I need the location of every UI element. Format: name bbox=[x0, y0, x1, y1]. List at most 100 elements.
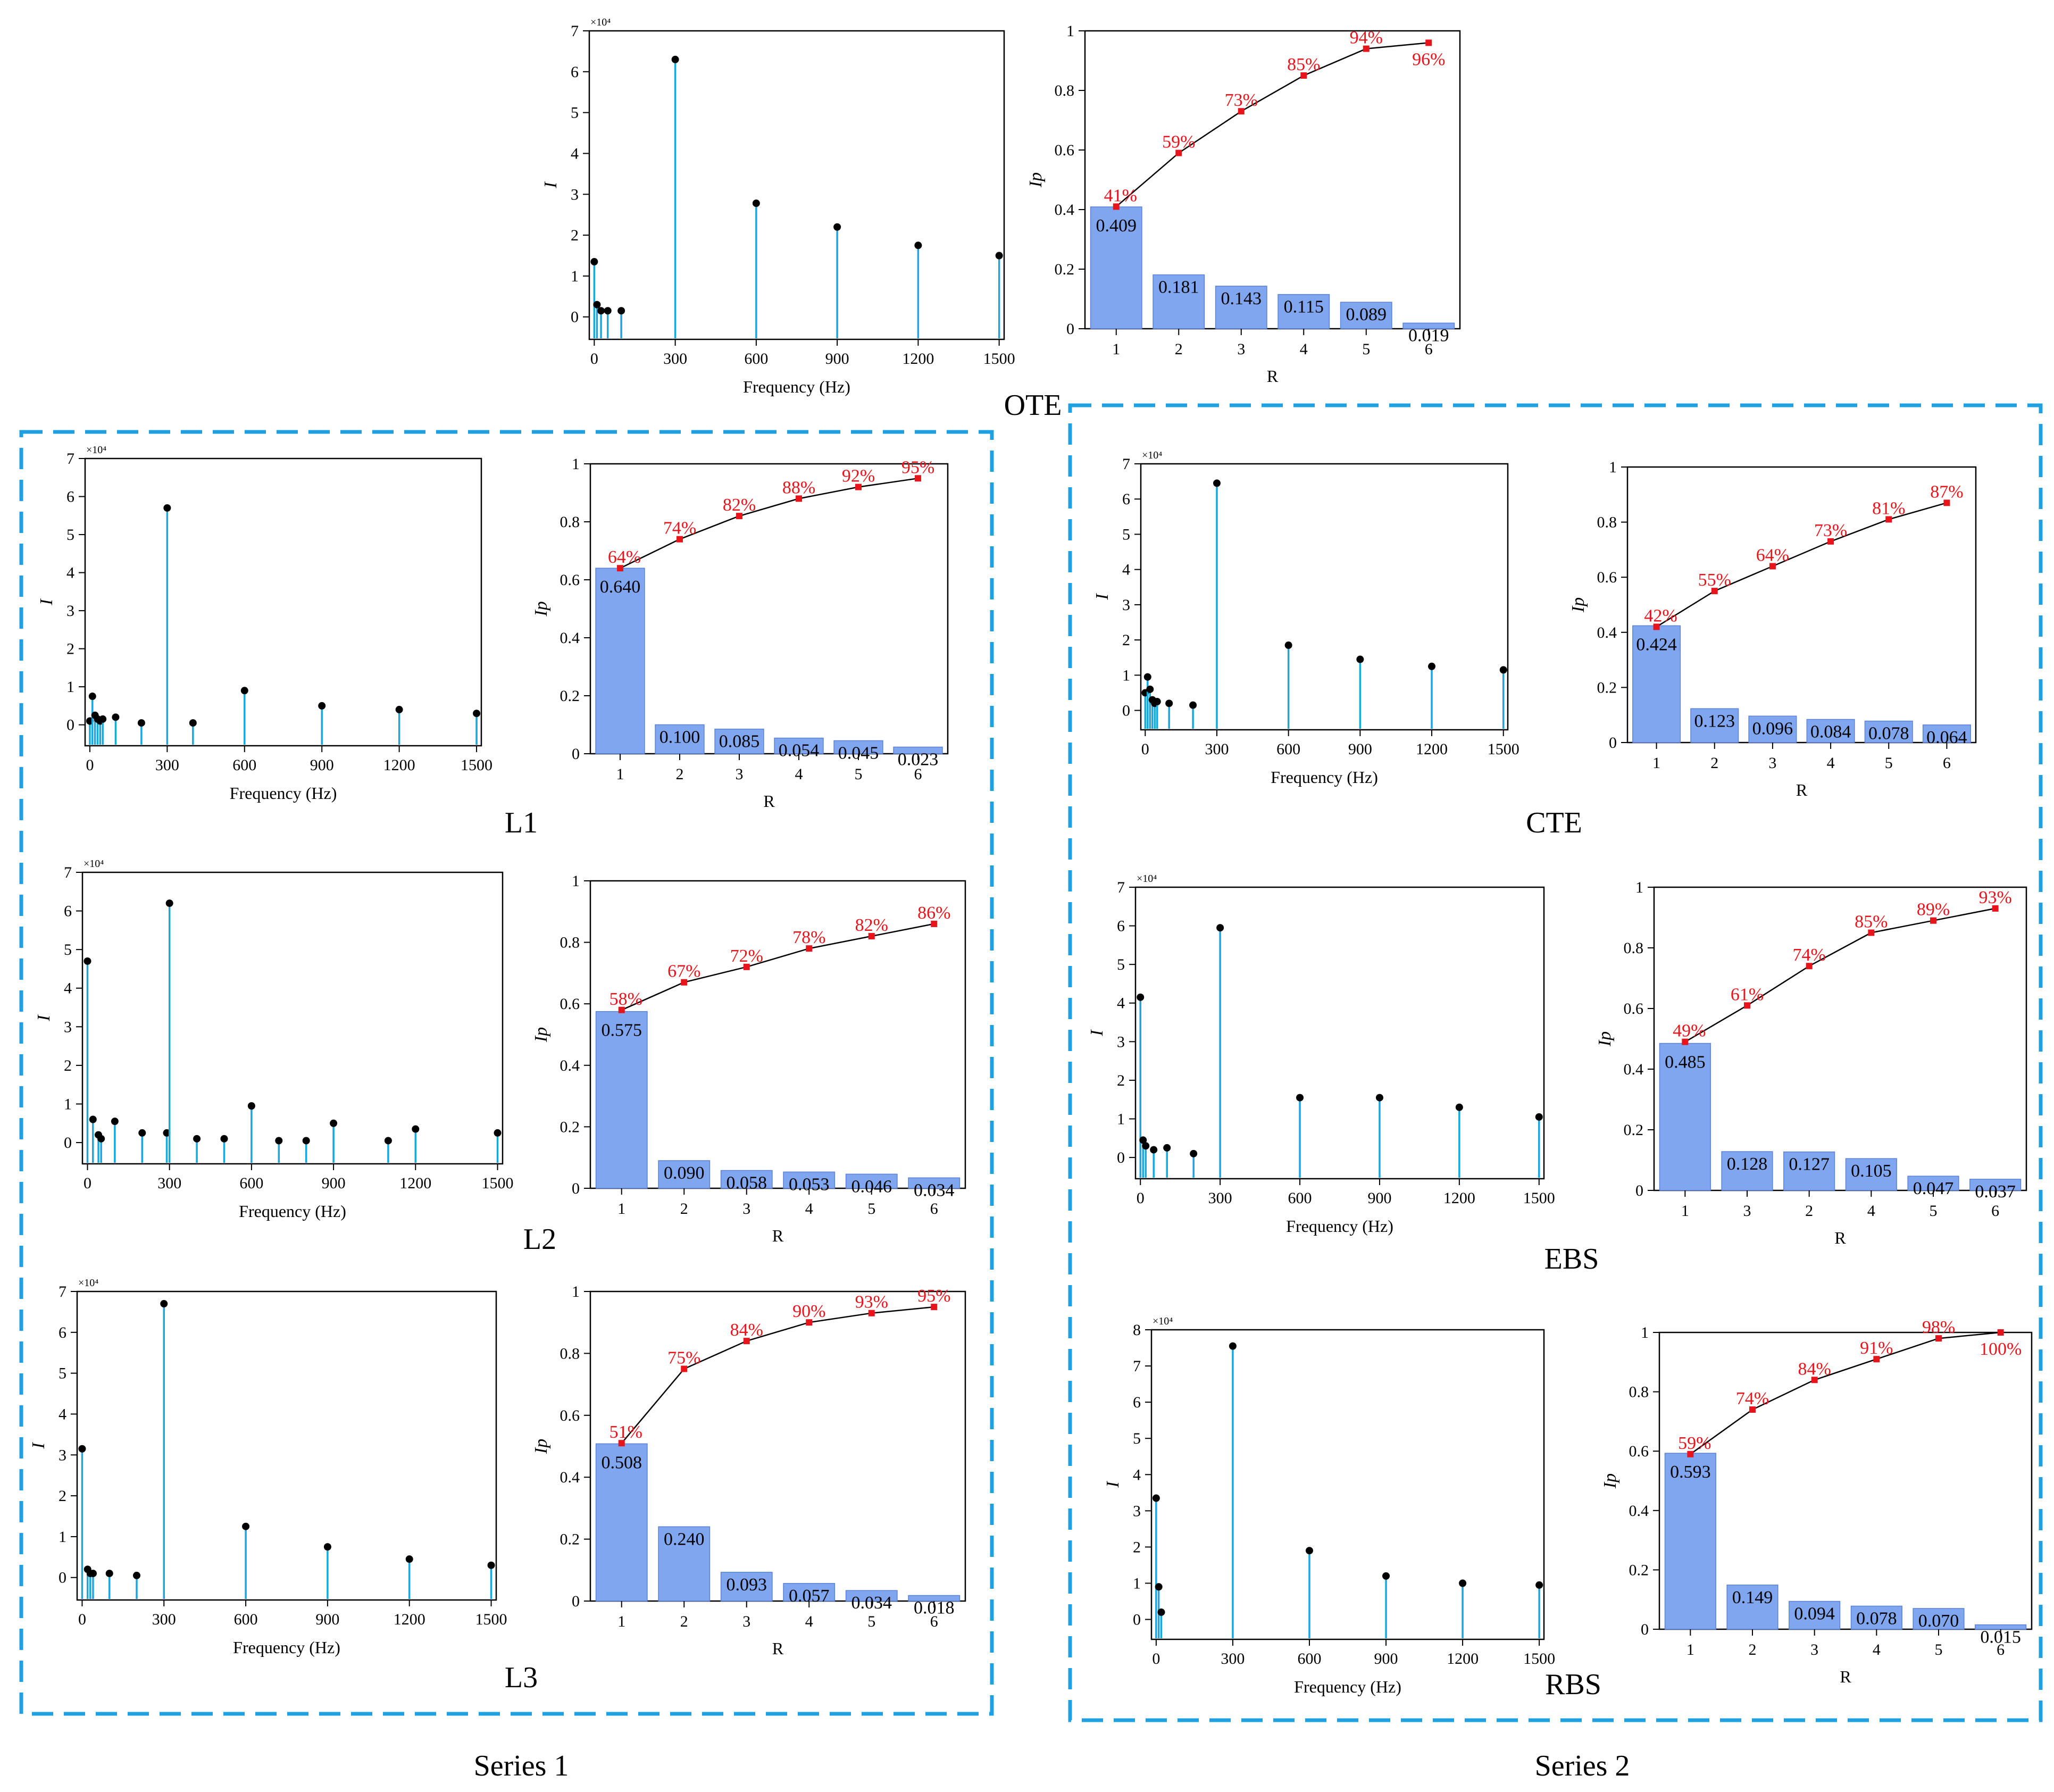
panel-rbs-contribution-bar bbox=[1913, 1608, 1965, 1630]
panel-l2-spectrum-plot: 0 300 600 900 1200 1500 0 1 2 3 4 5 6 7 ×10⁴ Frequency … bbox=[34, 858, 514, 1221]
panel-ebs-spectrum-ytick-label: 5 bbox=[1117, 956, 1125, 973]
panel-l2-spectrum-xtick-label: 900 bbox=[322, 1174, 346, 1192]
panel-rbs-contribution-value-label: 0.015 bbox=[1980, 1628, 2021, 1647]
panel-l2-contribution-xtick-label: 5 bbox=[867, 1200, 875, 1218]
panel-cte-cumulative-label: 64% bbox=[1756, 545, 1789, 565]
panel-rbs-spectrum-xtick-label: 1200 bbox=[1447, 1650, 1479, 1668]
panel-cte-cumulative-label: 87% bbox=[1930, 482, 1963, 502]
panel-l1-spectrum-point bbox=[473, 710, 481, 718]
panel-l1-cumulative-label: 92% bbox=[842, 466, 875, 486]
panel-l2-contribution-ytick-label: 0 bbox=[572, 1180, 580, 1197]
series-1-label: Series 1 bbox=[474, 1749, 569, 1782]
panel-cte-contribution-ytick-label: 0.6 bbox=[1597, 569, 1617, 586]
panel-l2-contribution-xtick-label: 6 bbox=[930, 1200, 938, 1218]
panel-l2-cumulative-marker bbox=[868, 933, 875, 940]
panel-rbs-spectrum-point bbox=[1229, 1342, 1237, 1350]
panel-cte-spectrum-point bbox=[1499, 666, 1507, 674]
panel-ote-contribution-xlabel: R bbox=[1267, 366, 1279, 386]
panel-cte-contribution-value-label: 0.084 bbox=[1810, 722, 1851, 741]
panel-l1-contribution-xlabel: R bbox=[763, 791, 775, 811]
panel-l2-contribution-xtick-label: 3 bbox=[742, 1200, 750, 1218]
panel-cte-cumulative-marker bbox=[1769, 563, 1776, 570]
panel-ebs-spectrum-ytick-label: 2 bbox=[1117, 1072, 1125, 1089]
panel-l1-cumulative-label: 82% bbox=[723, 495, 756, 515]
panel-l3-cumulative-label: 51% bbox=[609, 1422, 642, 1442]
panel-rbs-spectrum-point bbox=[1459, 1579, 1467, 1587]
panel-ote-spectrum-plot: 0 300 600 900 1200 1500 0 1 2 3 4 5 6 7 ×10⁴ Frequency … bbox=[541, 16, 1015, 396]
panel-l3-spectrum-ytick-label: 2 bbox=[59, 1487, 66, 1505]
panel-ote-contribution-xtick-label: 6 bbox=[1425, 340, 1433, 358]
panel-ebs-caption: EBS bbox=[1544, 1243, 1599, 1276]
panel-l2-contribution-ytick-label: 0.6 bbox=[560, 995, 580, 1013]
panel-ote-spectrum-point bbox=[995, 252, 1003, 260]
panel-rbs-contribution-plot: 0 0.2 0.4 0.6 0.8 1 1 2 3 4 5 6 0.593 0.149 0.094 0.078… bbox=[1600, 1318, 2033, 1686]
panel-l2-spectrum-point bbox=[165, 899, 173, 907]
panel-l1-spectrum-xtick-label: 0 bbox=[86, 756, 94, 774]
panel-l2-cumulative-label: 82% bbox=[855, 915, 888, 935]
panel-l3-spectrum-point bbox=[405, 1555, 413, 1563]
panel-cte-spectrum-point bbox=[1189, 701, 1197, 709]
panel-l1-contribution-ytick-label: 1 bbox=[572, 455, 580, 473]
panel-rbs-cumulative-marker bbox=[1749, 1406, 1756, 1413]
panel-rbs-spectrum-ytick-label: 5 bbox=[1133, 1430, 1141, 1447]
panel-l2-contribution-bar bbox=[595, 1011, 648, 1189]
panel-l1-contribution-ytick-label: 0.2 bbox=[560, 687, 580, 705]
panel-rbs-contribution-xtick-label: 6 bbox=[1997, 1641, 2005, 1658]
panel-ebs-spectrum-plot: 0 300 600 900 1200 1500 0 1 2 3 4 5 6 7 ×10⁴ Frequency … bbox=[1087, 873, 1555, 1236]
panel-ote-spectrum-point bbox=[914, 241, 922, 249]
panel-l1-spectrum-xtick-label: 1200 bbox=[383, 756, 415, 774]
panel-rbs-contribution-xtick-label: 2 bbox=[1749, 1641, 1757, 1658]
panel-ote-cumulative-marker bbox=[1238, 108, 1245, 115]
panel-l2-contribution-ytick-label: 0.2 bbox=[560, 1118, 580, 1136]
panel-ebs-contribution-xtick-label: 5 bbox=[1930, 1202, 1938, 1220]
panel-l1-contribution-ytick-label: 0 bbox=[572, 745, 580, 763]
panel-l3-contribution-value-label: 0.093 bbox=[727, 1575, 767, 1595]
panel-cte-contribution-ytick-label: 0.4 bbox=[1597, 624, 1617, 641]
panel-l3-contribution-xtick-label: 4 bbox=[805, 1613, 813, 1630]
panel-l3-spectrum-point bbox=[89, 1570, 97, 1578]
panel-ote-spectrum-xtick-label: 1500 bbox=[983, 350, 1015, 368]
panel-l3-spectrum-xtick-label: 300 bbox=[152, 1611, 176, 1628]
panel-ote-contribution-ytick-label: 0.6 bbox=[1055, 141, 1075, 159]
panel-ebs-cumulative-marker bbox=[1806, 963, 1813, 970]
panel-l1-caption: L1 bbox=[505, 806, 538, 839]
panel-l1-spectrum-xtick-label: 1500 bbox=[461, 756, 492, 774]
series-2-label: Series 2 bbox=[1535, 1749, 1630, 1782]
panel-l1-spectrum-point bbox=[189, 719, 197, 727]
panel-l1-contribution-xtick-label: 3 bbox=[736, 765, 744, 783]
panel-l1-spectrum-point bbox=[137, 719, 145, 727]
panel-l2-contribution-xtick-label: 4 bbox=[805, 1200, 813, 1218]
panel-l2-spectrum-xtick-label: 1500 bbox=[482, 1174, 514, 1192]
panel-rbs-contribution-value-label: 0.078 bbox=[1856, 1608, 1897, 1628]
panel-l3-contribution-xtick-label: 6 bbox=[930, 1613, 938, 1630]
panel-ote-contribution-value-label: 0.019 bbox=[1408, 326, 1449, 345]
panel-rbs-contribution-bar bbox=[1726, 1585, 1779, 1630]
panel-l1-spectrum-ytick-label: 4 bbox=[66, 564, 74, 582]
panel-rbs-spectrum-ylabel: I bbox=[1103, 1481, 1123, 1488]
panel-l3-cumulative-label: 84% bbox=[730, 1320, 763, 1340]
panel-cte-spectrum-ytick-label: 3 bbox=[1122, 596, 1130, 614]
panel-l1-contribution-xtick-label: 1 bbox=[616, 765, 624, 783]
panel-ebs-cumulative-label: 85% bbox=[1855, 912, 1888, 932]
panel-cte-spectrum-xtick-label: 0 bbox=[1141, 740, 1149, 758]
panel-l1-spectrum-xtick-label: 600 bbox=[232, 756, 256, 774]
panel-ote-spectrum-ytick-label: 2 bbox=[571, 227, 579, 244]
panel-ebs-contribution-xlabel: R bbox=[1834, 1228, 1846, 1247]
panel-l2-contribution-value-label: 0.053 bbox=[789, 1174, 830, 1194]
panel-ebs-contribution-bar bbox=[1907, 1176, 1959, 1191]
panel-cte-cumulative-marker bbox=[1711, 588, 1718, 595]
panel-ebs-spectrum-xtick-label: 0 bbox=[1137, 1189, 1145, 1207]
panel-l2-contribution-plot: 0 0.2 0.4 0.6 0.8 1 1 2 3 4 5 6 0.575 0.090 0.058 0.053… bbox=[531, 872, 966, 1245]
panel-ote-spectrum-point bbox=[833, 223, 841, 231]
panel-l2-spectrum-ylabel: I bbox=[34, 1014, 54, 1022]
panel-cte-spectrum-ytick-label: 0 bbox=[1122, 702, 1130, 720]
panel-l3-spectrum-xtick-label: 1500 bbox=[475, 1611, 507, 1628]
panel-ote-cumulative-marker bbox=[1425, 39, 1432, 46]
panel-ebs-contribution-ytick-label: 0.4 bbox=[1624, 1061, 1644, 1078]
panel-rbs-contribution-ylabel: Ip bbox=[1600, 1473, 1620, 1489]
panel-cte-spectrum-xtick-label: 300 bbox=[1205, 740, 1229, 758]
panel-ote-spectrum-point bbox=[590, 258, 598, 266]
panel-l3-contribution-ylabel: Ip bbox=[531, 1439, 551, 1454]
panel-rbs-cumulative-label: 74% bbox=[1736, 1389, 1769, 1408]
panel-l1-spectrum-ytick-label: 5 bbox=[66, 526, 74, 544]
